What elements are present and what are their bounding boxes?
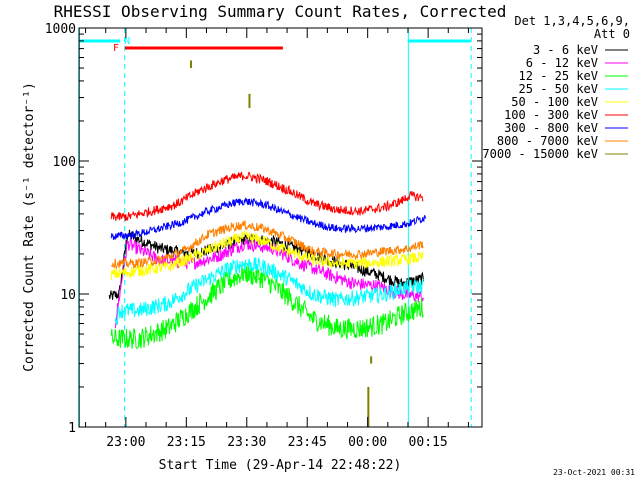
axes: 1 10 100 1000 23:00 23:15 23:30 23:45 00:00 00:15 [45, 22, 482, 450]
plot-frame [78, 27, 483, 428]
plot-area: NF [79, 28, 472, 427]
x-tick-label: 23:15 [167, 435, 206, 450]
series-800-7000-kev [110, 220, 424, 270]
legend-label: 100 - 300 keV [504, 108, 598, 122]
legend-label: 50 - 100 keV [511, 95, 598, 109]
series-50-100-kev [110, 229, 424, 281]
x-axis-label: Start Time (29-Apr-14 22:48:22) [159, 458, 402, 473]
night-flag-label: N [124, 36, 130, 47]
x-tick-label: 00:00 [348, 435, 387, 450]
legend-label: 300 - 800 keV [504, 121, 598, 135]
series-25-50-kev [114, 257, 424, 326]
y-tick-label: 10 [60, 288, 76, 303]
legend-label: 6 - 12 keV [526, 56, 598, 70]
y-tick-label: 100 [53, 155, 76, 170]
legend-label: 12 - 25 keV [519, 69, 598, 83]
y-tick-label: 1 [68, 421, 76, 436]
x-tick-label: 23:30 [227, 435, 266, 450]
chart-title: RHESSI Observing Summary Count Rates, Co… [54, 2, 507, 21]
legend-header-detectors: Det 1,3,4,5,6,9, [514, 14, 630, 28]
y-axis-label: Corrected Count Rate (s⁻¹ detector⁻¹) [22, 82, 37, 372]
series-300-800-kev [110, 197, 426, 240]
x-tick-label: 00:15 [409, 435, 448, 450]
x-tick-label: 23:45 [288, 435, 327, 450]
series-100-300-kev [110, 171, 424, 222]
legend-label: 800 - 7000 keV [497, 134, 598, 148]
x-tick-label: 23:00 [106, 435, 145, 450]
y-tick-label: 1000 [45, 22, 76, 37]
legend-label: 7000 - 15000 keV [482, 147, 598, 161]
flare-flag-label: F [113, 43, 119, 54]
footer-date: 23-Oct-2021 00:31 [553, 468, 635, 477]
legend-label: 25 - 50 keV [519, 82, 598, 96]
legend-header-attenuator: Att 0 [594, 27, 630, 41]
legend-label: 3 - 6 keV [533, 43, 598, 57]
